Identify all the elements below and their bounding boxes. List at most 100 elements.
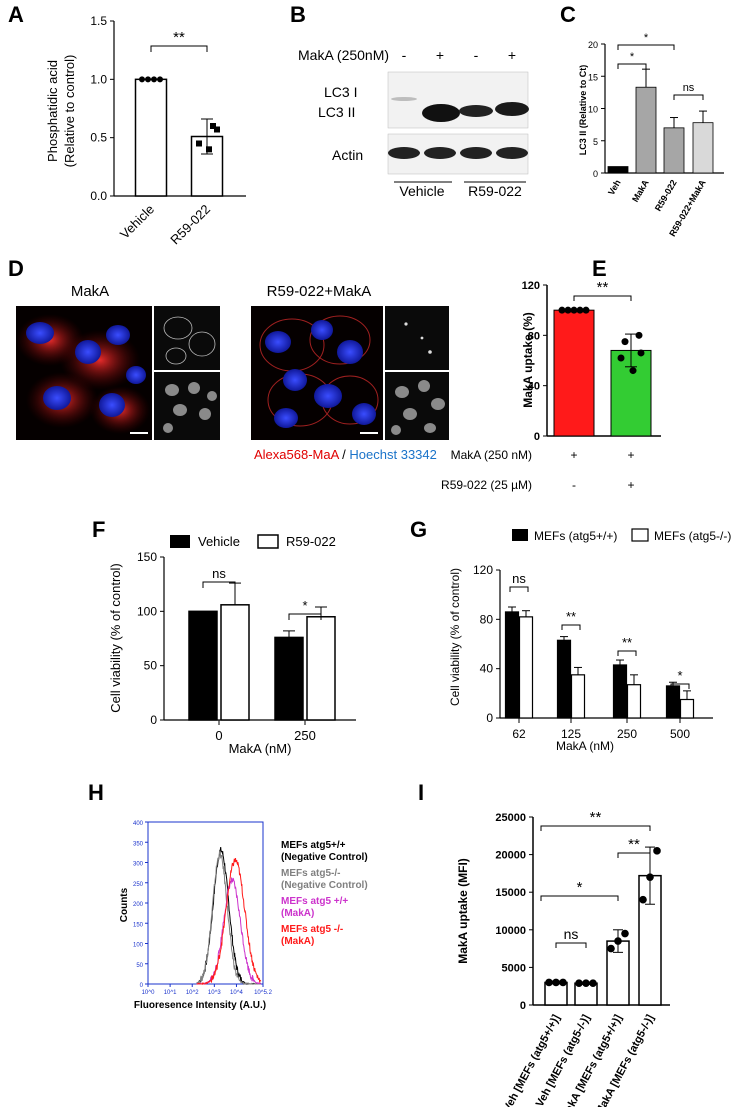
microscopy-panel: MakA R59-022+MakA [16,283,449,462]
f-bar-0-1 [274,636,304,721]
e-row-maka-label: MakA (250 nM) [451,448,532,462]
g-bar-0-2 [612,664,628,719]
e-sig-bracket [573,295,632,301]
a-ytick-label-0: 0.0 [90,189,107,203]
blot-sign-3: - [474,47,479,63]
i3-sig-label: ** [628,836,640,853]
c-ytick-label-1: 5 [593,137,598,147]
h-ytick-label-5: 250 [133,882,144,888]
f2-sig-bracket [288,613,322,620]
blot-group-r59: R59-022 [468,183,522,199]
micro-title-r59-maka: R59-022+MakA [267,283,372,300]
h-legend-line-2: (Negative Control) [281,880,368,891]
h-legend-2: MEFs atg5-/-(Negative Control) [281,868,368,891]
g-ytick-label-1: 40 [480,662,494,676]
g3-sig-bracket [670,683,690,689]
e-point [617,354,625,362]
e-bar-0 [553,309,595,437]
a-xtick-label-0: Vehicle [117,202,157,242]
f-ytick-label-3: 150 [137,550,157,564]
f-ytick-label-2: 100 [137,604,157,618]
micro-red-channel-maka [154,306,220,370]
e-point [564,306,572,314]
g-xtick-label-1: 125 [561,727,581,741]
h-ytick-label-0: 0 [140,983,144,989]
f2-sig-label: * [302,598,307,613]
i1-sig-bracket [555,942,587,948]
band-lc3ii-lane3 [459,105,493,117]
f-ytick-label-0: 0 [150,713,157,727]
i4-sig-label: ** [590,809,602,826]
blot-treatment-label: MakA (250nM) [298,47,389,63]
e-row-maka-val-1: + [570,448,577,462]
f-xtick-label-0: 0 [215,728,222,743]
i-ylabel: MakA uptake (MFI) [456,858,470,964]
g-bar-0-1 [556,639,572,719]
panel-label-i: I [418,780,424,805]
i-point [575,979,583,987]
f-legend-swatch-r59 [257,534,279,549]
c-bar-3 [692,122,714,174]
i4-sig-bracket [540,825,651,831]
blot-sign-2: + [436,47,444,63]
g0-sig-bracket [509,586,529,592]
a-point [206,146,212,153]
i-xtick-label-3: MakA [MEFs (atg5-/-)] [593,1012,656,1107]
i-xtick-label-0: Veh [MEFs (atg5+/+)] [501,1012,563,1107]
h-xtick-label-3: 10^3 [208,990,221,996]
i3-sig-bracket [617,852,651,858]
h-ytick-label-2: 100 [133,943,144,949]
i-ytick-label-3: 15000 [495,887,526,899]
g-legend-label-ko: MEFs (atg5-/-) [654,529,731,543]
panel-label-h: H [88,780,104,805]
h-legend: MEFs atg5+/+ (Negative Control) MEFs atg5… [281,840,368,947]
i-ytick-label-0: 0 [520,1000,526,1012]
panel-label-a: A [8,2,24,27]
a-point [151,76,157,83]
c-xtick-label-1: MakA [630,178,651,204]
i-point [559,978,567,987]
e-point [629,367,637,375]
e-point [570,306,578,314]
g-legend-swatch-ko [631,528,649,542]
band-actin-lane3 [460,147,492,159]
a-ytick-label-1: 0.5 [90,131,107,145]
h-ytick-label-1: 50 [136,963,143,969]
a-sig-label: ** [173,29,185,46]
e-ytick-label-2: 80 [528,330,540,342]
c-ytick-label-3: 15 [588,72,598,82]
e-row-r59-val-2: + [627,478,634,492]
h-ylabel: Counts [119,887,130,922]
f-xlabel: MakA (nM) [229,741,292,756]
g-bar-1-1 [570,674,586,719]
i-ytick-label-1: 5000 [502,962,526,974]
cells-r59-maka [259,315,379,428]
band-actin-lane2 [424,147,456,159]
a-ylabel: Phosphatidic acid [45,60,60,162]
e-point [635,331,643,339]
e-treatment-table: MakA (250 nM) + + R59-022 (25 µM) - + [441,448,634,492]
western-blot: MakA (250nM) - + - + LC3 I LC3 II Actin … [298,47,529,199]
c-ytick-label-2: 10 [588,105,598,115]
band-actin-lane4 [496,147,528,159]
c3-sig-bracket [673,94,704,100]
a-point [145,76,151,83]
f-ytick-label-1: 50 [144,659,158,673]
g-ylabel: Cell viability (% of control) [448,568,462,706]
h-legend-1: MEFs atg5+/+ (Negative Control) [281,840,368,863]
band-label-lc3-i: LC3 I [324,84,357,100]
a-xtick-label-1: R59-022 [167,202,213,248]
g-xtick-label-0: 62 [512,727,526,741]
c-xtick-label-0: Veh [606,178,623,197]
scale-bar-r59-maka [360,432,378,434]
band-actin-lane1 [388,147,420,159]
f-bar-1-1 [306,616,336,721]
a-ylabel-1: (Relative to control) [62,55,77,168]
e-row-maka-val-2: + [627,448,634,462]
i-point [653,847,661,855]
e-row-r59-val-1: - [572,478,576,492]
g-legend-label-wt: MEFs (atg5+/+) [534,529,617,543]
c-bar-1 [635,86,657,174]
f-ylabel: Cell viability (% of control) [108,563,123,713]
